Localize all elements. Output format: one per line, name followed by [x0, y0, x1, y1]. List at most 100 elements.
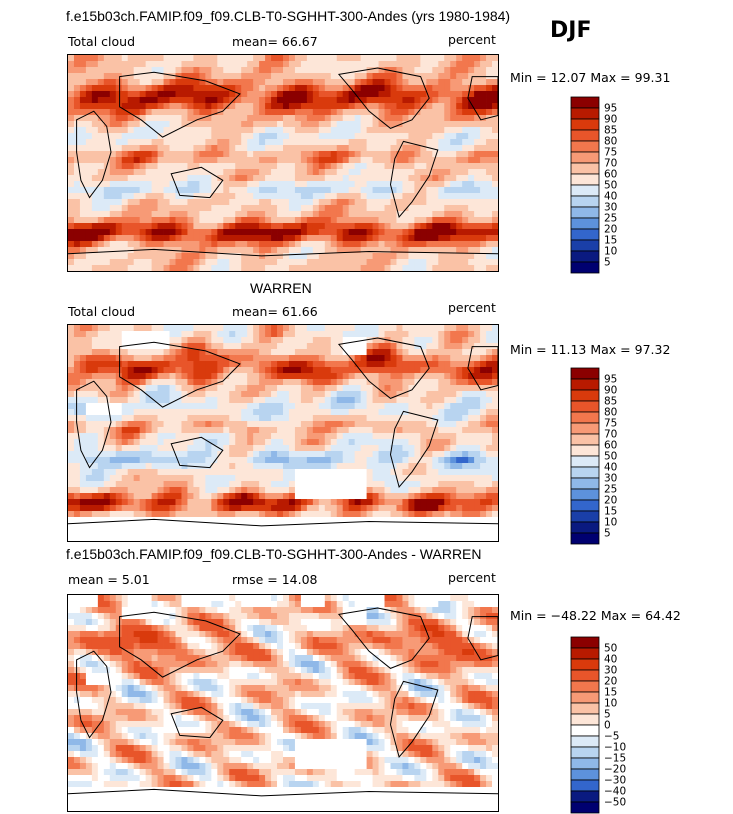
heatmap-cell [91, 355, 99, 362]
heatmap-cell [193, 511, 200, 518]
heatmap-cell [283, 403, 290, 410]
heatmap-cell [265, 115, 272, 122]
heatmap-cell [181, 433, 188, 440]
heatmap-cell [456, 259, 463, 266]
heatmap-cell [384, 169, 391, 176]
heatmap-cell [265, 163, 272, 170]
heatmap-cell [330, 205, 338, 212]
heatmap-cell [217, 247, 224, 254]
heatmap-cell [283, 103, 290, 110]
heatmap-cell [438, 151, 445, 158]
heatmap-cell [432, 199, 439, 206]
heatmap-cell [456, 463, 463, 470]
heatmap-cell [181, 355, 188, 362]
heatmap-cell [456, 169, 463, 176]
heatmap-cell [109, 61, 117, 68]
heatmap-cell [396, 505, 403, 512]
colorbar-tick-label: 95 [604, 103, 617, 115]
heatmap-cell [354, 151, 362, 158]
heatmap-cell [402, 193, 409, 200]
heatmap-cell [241, 445, 248, 452]
heatmap-cell [193, 55, 200, 62]
heatmap-cell [235, 481, 242, 488]
heatmap-cell [402, 391, 409, 398]
heatmap-cell [474, 427, 481, 434]
heatmap-cell [348, 67, 356, 74]
heatmap-cell [163, 403, 170, 410]
heatmap-cell [205, 259, 212, 266]
heatmap-cell [318, 505, 326, 512]
heatmap-cell [402, 427, 409, 434]
heatmap-cell [259, 235, 266, 242]
heatmap-cell [384, 145, 391, 152]
heatmap-cell [312, 487, 320, 494]
colorbar-swatch [570, 107, 600, 120]
heatmap-cell [85, 187, 93, 194]
heatmap-cell [366, 157, 373, 164]
heatmap-cell [151, 211, 158, 218]
colorbar-tick-label: 20 [604, 224, 617, 236]
heatmap-cell [336, 211, 344, 218]
heatmap-cell [390, 91, 397, 98]
heatmap-cell [426, 187, 433, 194]
heatmap-cell [438, 241, 445, 248]
heatmap-cell [73, 229, 81, 236]
heatmap-cell [378, 343, 385, 350]
heatmap-cell [288, 109, 296, 116]
heatmap-cell [253, 139, 260, 146]
heatmap-cell [205, 97, 212, 104]
heatmap-cell [312, 133, 320, 140]
heatmap-cell [247, 241, 254, 248]
heatmap-cell [408, 193, 415, 200]
heatmap-cell [175, 451, 182, 458]
heatmap-cell [91, 475, 99, 482]
heatmap-cell [462, 211, 469, 218]
heatmap-cell [462, 463, 469, 470]
heatmap-cell [223, 151, 230, 158]
heatmap-cell [271, 169, 278, 176]
heatmap-cell [390, 187, 397, 194]
heatmap-cell [121, 163, 129, 170]
heatmap-cell [474, 175, 481, 182]
heatmap-cell [468, 55, 475, 62]
heatmap-cell [271, 73, 278, 80]
heatmap-cell [354, 193, 362, 200]
heatmap-cell [348, 349, 356, 356]
heatmap-cell [330, 445, 338, 452]
heatmap-cell [68, 325, 75, 332]
heatmap-cell [211, 61, 218, 68]
heatmap-cell [438, 211, 445, 218]
heatmap-cell [229, 217, 236, 224]
heatmap-cell [468, 373, 475, 380]
heatmap-cell [277, 427, 284, 434]
heatmap-cell [103, 331, 111, 338]
heatmap-cell [390, 181, 397, 188]
heatmap-cell [187, 439, 194, 446]
heatmap-cell [330, 211, 338, 218]
heatmap-cell [312, 109, 320, 116]
heatmap-cell [259, 373, 266, 380]
heatmap-cell [277, 487, 284, 494]
heatmap-cell [271, 217, 278, 224]
heatmap-cell [127, 175, 135, 182]
heatmap-cell [450, 73, 457, 80]
heatmap-cell [288, 199, 296, 206]
heatmap-cell [91, 73, 99, 80]
heatmap-cell [229, 175, 236, 182]
heatmap-cell [420, 235, 427, 242]
heatmap-cell [157, 379, 164, 386]
heatmap-cell [217, 469, 224, 476]
heatmap-cell [235, 463, 242, 470]
heatmap-cell [300, 355, 308, 362]
heatmap-cell [300, 487, 308, 494]
heatmap-cell [68, 421, 75, 428]
heatmap-cell [241, 157, 248, 164]
heatmap-cell [486, 181, 493, 188]
heatmap-cell [294, 151, 302, 158]
heatmap-cell [151, 235, 158, 242]
heatmap-cell [438, 385, 445, 392]
heatmap-cell [229, 439, 236, 446]
heatmap-cell [163, 121, 170, 128]
heatmap-cell [181, 61, 188, 68]
heatmap-cell [121, 475, 129, 482]
